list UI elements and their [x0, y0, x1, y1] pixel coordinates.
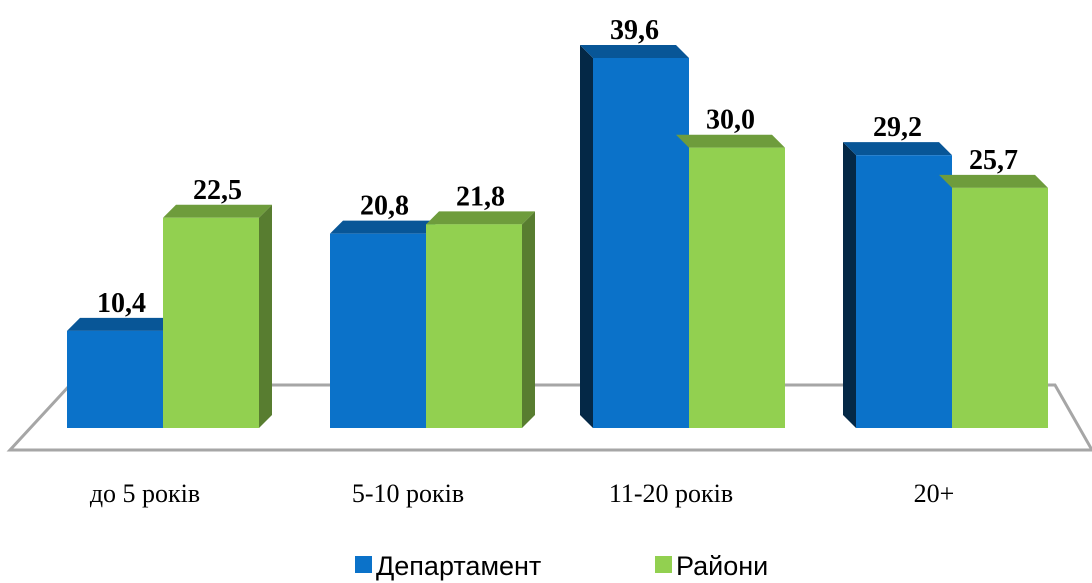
- bar: [67, 330, 163, 428]
- data-label: 25,7: [969, 145, 1018, 176]
- data-label: 21,8: [456, 181, 505, 212]
- bar-top: [426, 211, 535, 225]
- data-label: 10,4: [97, 288, 146, 319]
- data-label: 20,8: [360, 191, 409, 222]
- bar-top: [676, 134, 785, 148]
- bar: [689, 147, 785, 429]
- bar-top: [67, 317, 176, 331]
- bar-top: [580, 45, 689, 58]
- legend-label: Райони: [676, 551, 768, 581]
- x-tick-label: 5-10 років: [352, 479, 464, 508]
- bar: [952, 187, 1048, 428]
- bar-top: [939, 174, 1048, 188]
- x-tick-label: 20+: [914, 479, 955, 508]
- legend-label: Департамент: [376, 551, 541, 581]
- bar: [593, 58, 689, 428]
- legend-swatch: [355, 556, 372, 573]
- legend-swatch: [655, 556, 672, 573]
- bar-side: [843, 142, 856, 428]
- x-tick-label: до 5 років: [90, 479, 200, 508]
- bar: [856, 155, 952, 428]
- bar-top: [843, 142, 952, 156]
- data-label: 30,0: [706, 105, 755, 136]
- data-label: 39,6: [610, 15, 659, 46]
- bar-top: [330, 220, 439, 234]
- bar-side: [522, 211, 535, 428]
- bar-side: [259, 204, 272, 428]
- data-label: 29,2: [873, 112, 922, 143]
- x-tick-label: 11-20 років: [609, 479, 733, 508]
- bar: [426, 224, 522, 428]
- bar: [163, 217, 259, 428]
- bar-side: [580, 45, 593, 428]
- bar-top: [163, 204, 272, 218]
- data-label: 22,5: [193, 175, 242, 206]
- bar: [330, 233, 426, 428]
